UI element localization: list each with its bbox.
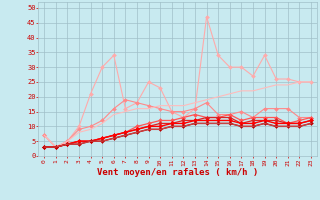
X-axis label: Vent moyen/en rafales ( km/h ): Vent moyen/en rafales ( km/h ) [97,168,258,177]
